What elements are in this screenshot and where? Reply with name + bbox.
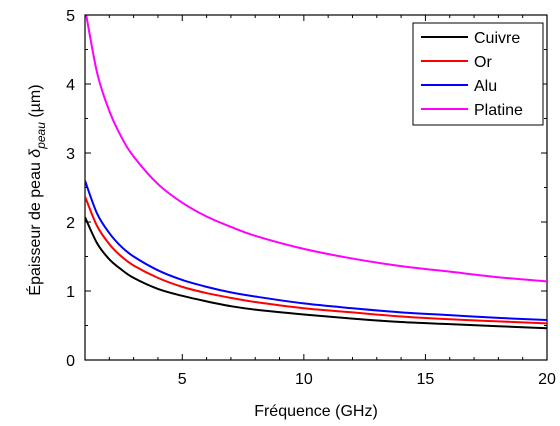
y-tick-label: 2 [66,215,75,232]
x-tick-label: 15 [417,371,435,388]
y-axis-label-main: Épaisseur de peau [25,158,44,296]
series-line-or [85,196,547,325]
x-axis-label: Fréquence (GHz) [254,403,378,420]
y-axis-label-subscript: peau [34,122,48,150]
series-line-alu [85,180,547,321]
series-line-cuivre [85,216,547,330]
legend-label-platine: Platine [474,102,523,119]
y-tick-label: 1 [66,284,75,301]
legend-label-or: Or [474,54,492,71]
y-axis-label-unit: (µm) [27,84,44,122]
series-line-platine [85,15,547,283]
x-tick-label: 5 [178,371,187,388]
y-tick-label: 0 [66,353,75,370]
y-axis-label: Épaisseur de peau δpeau (µm) [25,84,48,295]
series-layer [85,15,547,330]
tick-layer: 5 10 15 20 0 1 2 3 4 5 [66,8,556,388]
legend: Cuivre Or Alu Platine [412,22,544,126]
legend-label-alu: Alu [474,78,497,95]
y-tick-label: 5 [66,8,75,25]
x-tick-label: 10 [295,371,313,388]
y-tick-label: 3 [66,146,75,163]
y-tick-label: 4 [66,77,75,94]
legend-label-cuivre: Cuivre [474,30,520,47]
y-axis-label-symbol: δ [27,148,44,158]
x-tick-label: 20 [538,371,556,388]
